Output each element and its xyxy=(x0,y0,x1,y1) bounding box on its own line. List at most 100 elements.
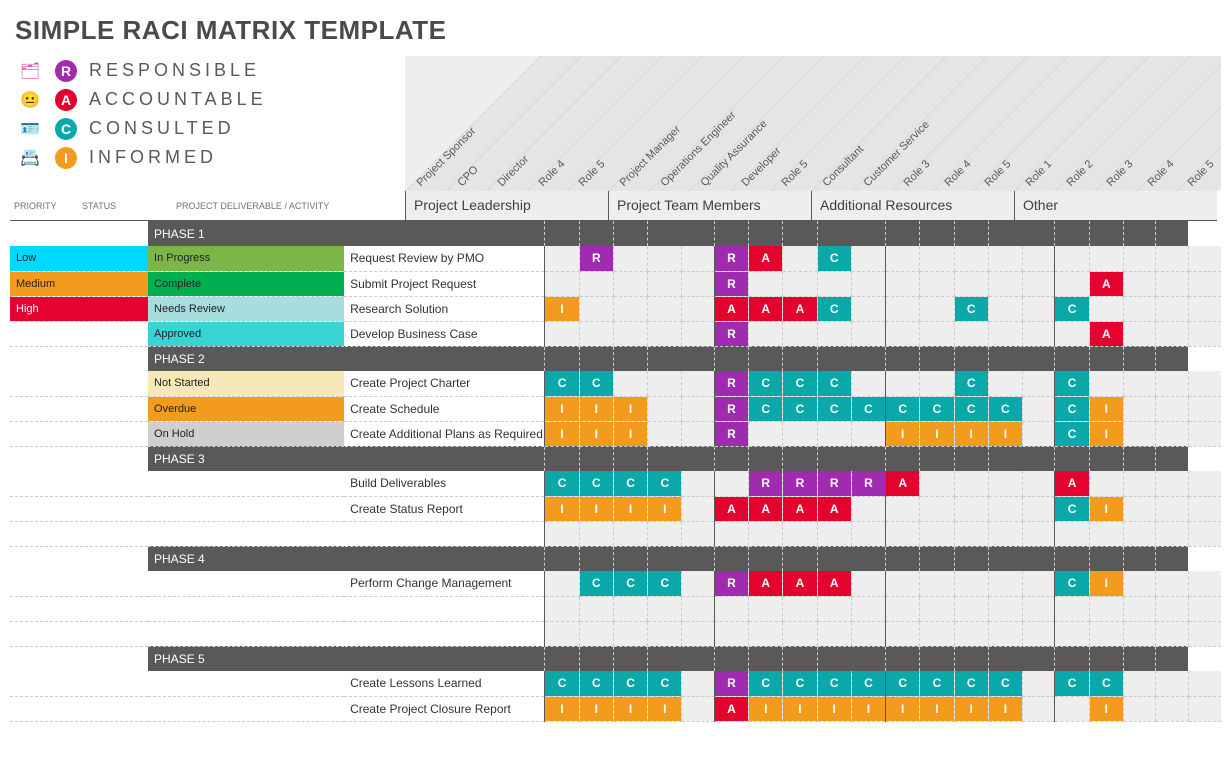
priority-cell[interactable]: Low xyxy=(10,246,148,271)
raci-cell[interactable]: I xyxy=(579,421,613,446)
raci-cell[interactable] xyxy=(749,321,783,346)
raci-cell[interactable] xyxy=(1188,271,1221,296)
raci-cell[interactable]: I xyxy=(851,696,885,721)
raci-cell[interactable]: C xyxy=(851,671,885,696)
raci-cell[interactable]: C xyxy=(817,296,851,321)
raci-cell[interactable]: C xyxy=(1055,296,1089,321)
raci-cell[interactable] xyxy=(579,296,613,321)
raci-cell[interactable] xyxy=(1156,396,1188,421)
raci-cell[interactable]: C xyxy=(920,671,954,696)
raci-cell[interactable]: A xyxy=(783,496,817,521)
raci-cell[interactable]: I xyxy=(648,696,682,721)
raci-cell[interactable] xyxy=(988,296,1022,321)
raci-cell[interactable] xyxy=(1123,246,1155,271)
raci-cell[interactable]: I xyxy=(1089,496,1123,521)
raci-cell[interactable]: I xyxy=(613,421,647,446)
raci-cell[interactable]: R xyxy=(749,471,783,496)
raci-cell[interactable]: C xyxy=(648,471,682,496)
raci-cell[interactable]: I xyxy=(954,421,988,446)
status-cell[interactable]: Approved xyxy=(148,321,344,346)
raci-cell[interactable] xyxy=(749,271,783,296)
raci-cell[interactable]: I xyxy=(920,696,954,721)
raci-cell[interactable] xyxy=(1188,696,1221,721)
raci-cell[interactable] xyxy=(1188,571,1221,596)
raci-cell[interactable]: C xyxy=(954,296,988,321)
raci-cell[interactable] xyxy=(851,371,885,396)
raci-cell[interactable]: I xyxy=(1089,421,1123,446)
raci-cell[interactable] xyxy=(954,571,988,596)
raci-cell[interactable]: R xyxy=(714,671,748,696)
raci-cell[interactable] xyxy=(988,471,1022,496)
raci-cell[interactable] xyxy=(648,421,682,446)
raci-cell[interactable]: C xyxy=(1055,671,1089,696)
raci-cell[interactable] xyxy=(817,421,851,446)
raci-cell[interactable] xyxy=(545,321,579,346)
raci-cell[interactable] xyxy=(920,321,954,346)
status-cell[interactable] xyxy=(148,571,344,596)
raci-cell[interactable] xyxy=(1123,271,1155,296)
raci-cell[interactable] xyxy=(954,321,988,346)
raci-cell[interactable]: C xyxy=(817,671,851,696)
raci-cell[interactable]: I xyxy=(988,421,1022,446)
raci-cell[interactable] xyxy=(682,321,714,346)
raci-cell[interactable] xyxy=(1156,696,1188,721)
raci-cell[interactable]: C xyxy=(613,671,647,696)
raci-cell[interactable] xyxy=(545,246,579,271)
raci-cell[interactable] xyxy=(613,246,647,271)
raci-cell[interactable]: I xyxy=(886,696,920,721)
raci-cell[interactable]: A xyxy=(886,471,920,496)
raci-cell[interactable]: C xyxy=(988,671,1022,696)
raci-cell[interactable] xyxy=(851,321,885,346)
raci-cell[interactable] xyxy=(1156,421,1188,446)
raci-cell[interactable] xyxy=(648,396,682,421)
raci-cell[interactable]: I xyxy=(749,696,783,721)
status-cell[interactable] xyxy=(148,496,344,521)
raci-cell[interactable] xyxy=(682,571,714,596)
raci-cell[interactable] xyxy=(1089,471,1123,496)
raci-cell[interactable]: A xyxy=(817,496,851,521)
priority-cell[interactable] xyxy=(10,471,148,496)
raci-cell[interactable] xyxy=(851,271,885,296)
status-cell[interactable] xyxy=(148,471,344,496)
raci-cell[interactable]: C xyxy=(783,371,817,396)
raci-cell[interactable]: A xyxy=(1089,271,1123,296)
raci-cell[interactable]: C xyxy=(817,371,851,396)
raci-cell[interactable]: I xyxy=(988,696,1022,721)
raci-cell[interactable]: A xyxy=(714,496,748,521)
raci-cell[interactable] xyxy=(851,296,885,321)
raci-cell[interactable] xyxy=(1123,396,1155,421)
raci-cell[interactable] xyxy=(1188,421,1221,446)
raci-cell[interactable]: A xyxy=(749,496,783,521)
raci-cell[interactable] xyxy=(545,271,579,296)
raci-cell[interactable] xyxy=(1123,371,1155,396)
raci-cell[interactable]: C xyxy=(579,371,613,396)
raci-cell[interactable]: C xyxy=(920,396,954,421)
priority-cell[interactable] xyxy=(10,371,148,396)
raci-cell[interactable] xyxy=(613,321,647,346)
raci-cell[interactable] xyxy=(1089,296,1123,321)
raci-cell[interactable] xyxy=(648,296,682,321)
raci-cell[interactable] xyxy=(648,271,682,296)
raci-cell[interactable] xyxy=(920,371,954,396)
priority-cell[interactable] xyxy=(10,571,148,596)
raci-cell[interactable] xyxy=(988,271,1022,296)
raci-cell[interactable] xyxy=(613,271,647,296)
raci-cell[interactable] xyxy=(920,296,954,321)
raci-cell[interactable]: I xyxy=(613,496,647,521)
raci-cell[interactable] xyxy=(682,371,714,396)
raci-cell[interactable] xyxy=(1188,496,1221,521)
raci-cell[interactable] xyxy=(1123,696,1155,721)
raci-cell[interactable]: C xyxy=(988,396,1022,421)
raci-cell[interactable]: A xyxy=(783,296,817,321)
raci-cell[interactable] xyxy=(954,496,988,521)
raci-cell[interactable]: R xyxy=(714,271,748,296)
status-cell[interactable]: Not Started xyxy=(148,371,344,396)
raci-cell[interactable]: C xyxy=(579,571,613,596)
raci-cell[interactable] xyxy=(1023,421,1055,446)
raci-cell[interactable]: R xyxy=(851,471,885,496)
priority-cell[interactable] xyxy=(10,421,148,446)
raci-cell[interactable]: I xyxy=(579,696,613,721)
raci-cell[interactable] xyxy=(648,246,682,271)
raci-cell[interactable]: C xyxy=(1055,421,1089,446)
raci-cell[interactable]: C xyxy=(817,396,851,421)
